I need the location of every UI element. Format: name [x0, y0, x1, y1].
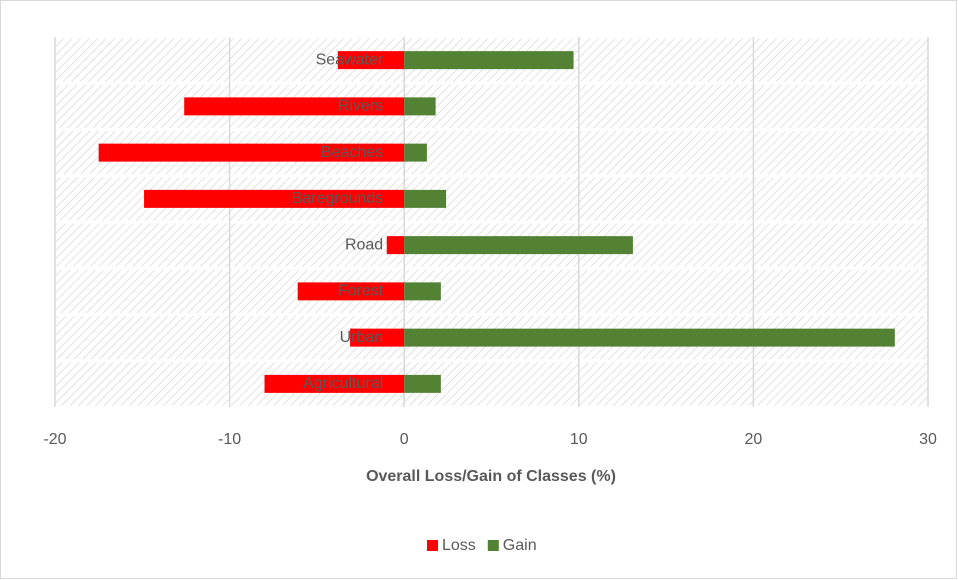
x-tick-label: -10 — [218, 431, 241, 448]
bar — [184, 97, 405, 116]
bar — [404, 143, 427, 162]
bar — [386, 236, 405, 255]
category-label: Forest — [338, 283, 384, 300]
bar — [404, 97, 436, 116]
legend-swatch — [427, 540, 438, 551]
category-label: Baregrounds — [292, 190, 384, 207]
bar — [404, 328, 895, 347]
x-tick-label: -20 — [43, 431, 66, 448]
bar — [297, 282, 405, 301]
bar — [404, 282, 441, 301]
bar — [404, 189, 447, 208]
category-label: Rivers — [338, 98, 383, 115]
bar — [404, 236, 633, 255]
category-label: Agricultural — [303, 375, 383, 392]
category-label: Beaches — [321, 144, 383, 161]
x-tick-label: 20 — [745, 431, 763, 448]
category-label: Seawater — [316, 51, 384, 68]
bar — [144, 189, 405, 208]
bar — [404, 374, 441, 393]
category-label: Urban — [340, 329, 384, 346]
bar — [264, 374, 405, 393]
legend-label: Loss — [442, 537, 476, 554]
bar — [98, 143, 405, 162]
bar — [404, 51, 574, 70]
x-tick-label: 30 — [919, 431, 937, 448]
plot-band — [55, 362, 928, 406]
x-axis-title: Overall Loss/Gain of Classes (%) — [366, 468, 616, 485]
x-tick-label: 10 — [570, 431, 588, 448]
legend-swatch — [487, 540, 499, 551]
bar — [350, 328, 405, 347]
plot-band — [55, 269, 928, 313]
category-label: Road — [345, 236, 383, 253]
x-tick-label: 0 — [400, 431, 409, 448]
bar — [337, 51, 405, 70]
legend-label: Gain — [503, 537, 537, 554]
